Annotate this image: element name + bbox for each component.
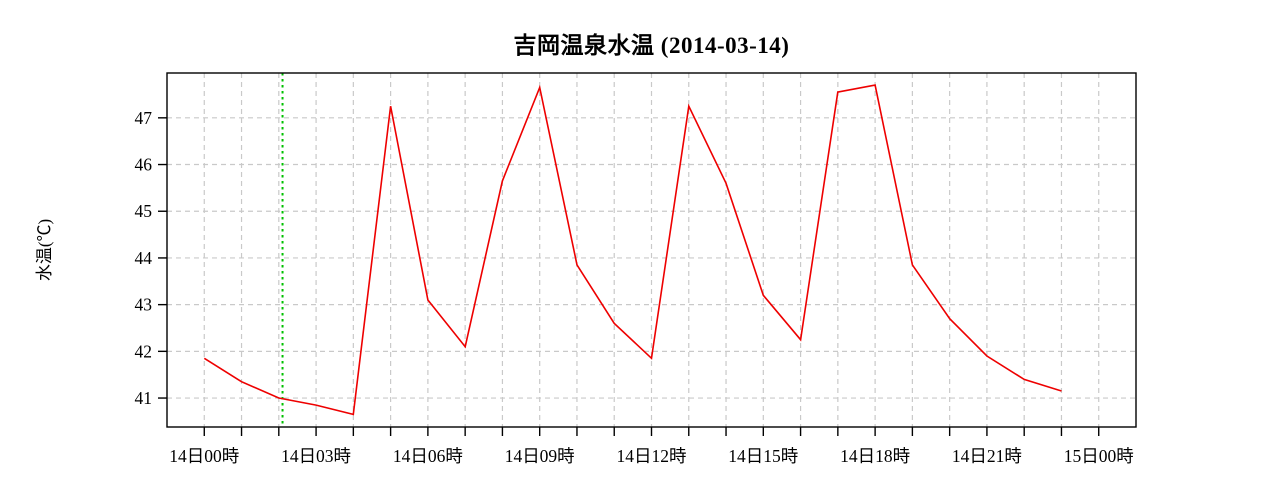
x-tick-label: 14日00時 — [169, 446, 239, 466]
x-tick-label: 15日00時 — [1064, 446, 1134, 466]
x-tick-label: 14日21時 — [952, 446, 1022, 466]
y-tick-label: 47 — [135, 108, 153, 128]
y-tick-label: 41 — [135, 388, 153, 408]
y-tick-label: 44 — [135, 248, 153, 268]
x-tick-label: 14日03時 — [281, 446, 351, 466]
y-tick-label: 45 — [135, 201, 153, 221]
chart-title: 吉岡温泉水温 (2014-03-14) — [513, 33, 790, 58]
x-tick-label: 14日06時 — [393, 446, 463, 466]
x-tick-label: 14日12時 — [617, 446, 687, 466]
x-tick-label: 14日15時 — [728, 446, 798, 466]
x-tick-label: 14日09時 — [505, 446, 575, 466]
y-tick-label: 43 — [135, 295, 153, 315]
y-tick-label: 46 — [135, 155, 153, 175]
x-tick-label: 14日18時 — [840, 446, 910, 466]
y-tick-label: 42 — [135, 341, 153, 361]
temperature-line — [203, 84, 1062, 416]
